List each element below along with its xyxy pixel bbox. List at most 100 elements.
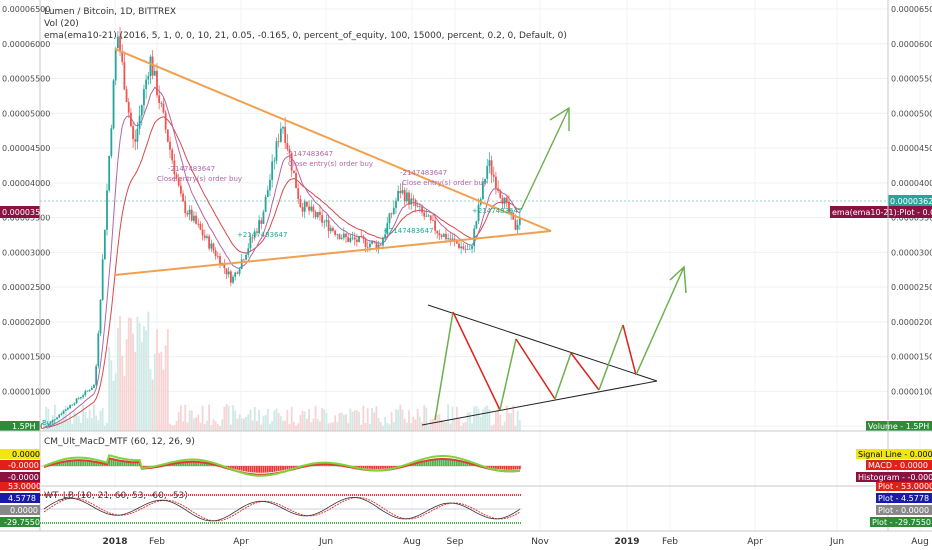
volume-bar xyxy=(434,415,436,431)
macd-histogram-bar xyxy=(264,466,267,473)
candle-body xyxy=(338,234,341,240)
macd-histogram-bar xyxy=(464,461,467,466)
volume-bar xyxy=(190,410,193,431)
candle-body xyxy=(212,243,215,251)
macd-legend: CM_Ult_MacD_MTF (60, 12, 26, 9) xyxy=(44,437,195,447)
macd-histogram-bar xyxy=(203,462,206,466)
candle-body xyxy=(219,256,221,266)
candle-body xyxy=(95,366,98,385)
volume-bar xyxy=(321,408,324,431)
candle-body xyxy=(47,423,50,426)
volume-bar xyxy=(445,422,447,431)
projection-arrow-main[interactable] xyxy=(520,107,570,211)
volume-bar xyxy=(292,421,295,431)
schematic-zigzag xyxy=(434,266,685,421)
macd-histogram-bar xyxy=(379,466,382,469)
volume-bar xyxy=(84,411,87,431)
volume-bar xyxy=(421,422,423,431)
volume-bar xyxy=(75,415,78,431)
candle-body xyxy=(136,128,139,142)
candle-body xyxy=(319,211,321,216)
wt-tag-right: Plot - 53.0000 xyxy=(878,482,932,491)
lower-trendline[interactable] xyxy=(114,230,552,276)
macd-histogram-bar xyxy=(232,466,234,469)
macd-tag-bg xyxy=(0,460,40,470)
macd-histogram-bar xyxy=(258,466,260,473)
time-tick-label: Aug xyxy=(911,537,929,547)
time-tick-label: 2018 xyxy=(102,537,127,547)
order-label: Close entry(s) order buy xyxy=(288,160,373,168)
volume-bar xyxy=(119,315,121,431)
volume-bar xyxy=(499,414,502,431)
candle-body xyxy=(375,242,378,249)
candle-body xyxy=(199,223,202,230)
candle-body xyxy=(147,76,150,80)
volume-bar xyxy=(262,416,265,431)
volume-bar xyxy=(195,417,197,431)
macd-histogram-bar xyxy=(416,462,419,466)
price-tick-label: 0.00004000 xyxy=(2,179,50,188)
macd-histogram-bar xyxy=(262,466,265,473)
candle-body xyxy=(340,237,343,240)
volume-bar xyxy=(432,419,434,431)
candle-body xyxy=(292,170,295,174)
candle-body xyxy=(453,238,456,241)
macd-histogram-bar xyxy=(429,459,432,466)
candle-body xyxy=(266,190,269,198)
candle-body xyxy=(505,197,508,202)
volume-bar xyxy=(464,421,467,431)
candle-body xyxy=(373,241,376,243)
candle-body xyxy=(399,190,402,194)
volume-bar xyxy=(108,346,111,431)
wt-tag-bg xyxy=(0,517,40,527)
macd-histogram-bar xyxy=(395,466,397,468)
macd-histogram-bar xyxy=(253,466,256,473)
macd-histogram-bar xyxy=(58,462,61,466)
volume-bar xyxy=(77,416,80,431)
candle-body xyxy=(288,149,291,154)
candle-body xyxy=(342,233,345,238)
candle-body xyxy=(140,105,143,116)
candle-body xyxy=(275,141,278,161)
volume-bar xyxy=(158,353,161,431)
candle-body xyxy=(262,211,265,224)
volume-bar xyxy=(182,421,184,431)
candle-body xyxy=(210,243,213,249)
candle-body xyxy=(108,155,111,191)
volume-bar xyxy=(140,342,143,431)
volume-bar xyxy=(240,418,243,431)
candle-body xyxy=(436,230,439,234)
volume-bar xyxy=(451,406,454,431)
macd-histogram-bar xyxy=(499,466,502,470)
volume-bar xyxy=(288,423,291,431)
candle-body xyxy=(80,397,82,399)
macd-histogram-bar xyxy=(447,459,450,466)
candle-body xyxy=(158,95,161,103)
candle-body xyxy=(462,246,465,249)
candle-body xyxy=(162,103,165,113)
price-tick-label: 0.00002500 xyxy=(891,283,932,292)
left-price-tag: 0.00003576 xyxy=(2,208,50,217)
candle-body xyxy=(88,389,91,391)
wt-tag-bg xyxy=(0,505,40,515)
candle-body xyxy=(49,421,52,424)
candle-body xyxy=(460,246,463,249)
volume-bar xyxy=(377,418,380,431)
macd-histogram-bar xyxy=(125,461,128,466)
time-axis[interactable]: 2018 Feb Apr Jun Aug Sep Nov 2019 Feb Apr Jun Aug xyxy=(102,537,928,547)
candle-body xyxy=(408,192,410,205)
candle-body xyxy=(188,209,191,215)
macd-histogram-bar xyxy=(260,466,263,473)
macd-histogram-bar xyxy=(193,461,195,466)
candle-body xyxy=(75,398,78,404)
upper-trendline[interactable] xyxy=(114,48,552,232)
candle-body xyxy=(234,272,237,277)
candle-body xyxy=(423,212,426,217)
candle-body xyxy=(451,238,454,240)
order-label: +2147483647 xyxy=(383,227,433,235)
candle-body xyxy=(43,427,45,429)
macd-histogram-bar xyxy=(273,466,276,472)
macd-histogram-bar xyxy=(242,466,245,472)
candle-body xyxy=(177,178,180,186)
